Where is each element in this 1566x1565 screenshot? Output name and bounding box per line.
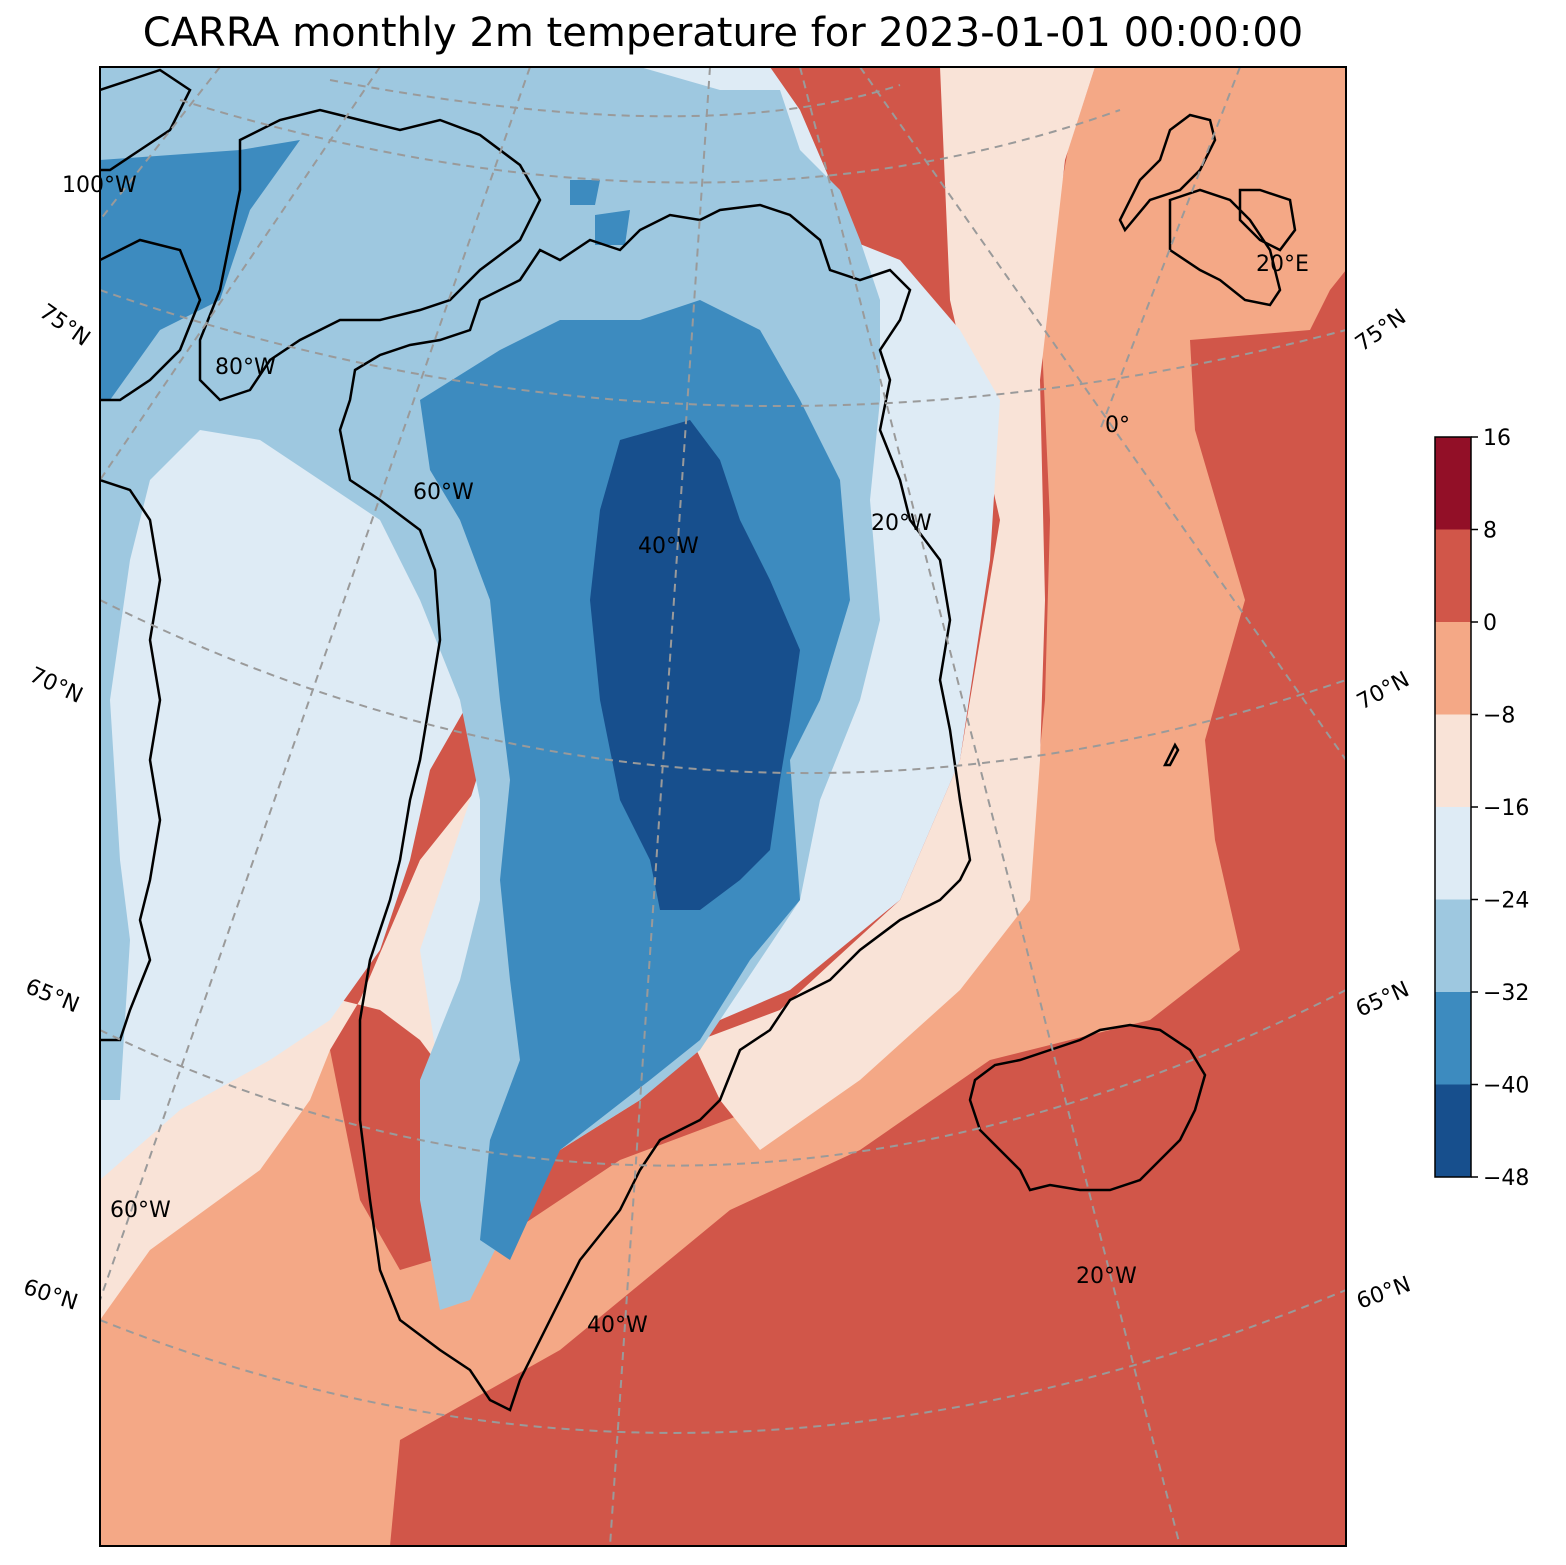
graticule-lon-0 [859,67,1346,761]
colorbar-swatch [1435,714,1471,807]
colorbar-tick-label: −8 [1483,704,1515,729]
colorbar-tick-label: −16 [1483,796,1529,821]
coastlines [100,68,1297,1412]
colorbar-tick-label: −48 [1483,1166,1529,1191]
jan-mayen-coastline [1162,742,1180,767]
lon-label-20e: 20°E [1256,252,1309,277]
colorbar-swatch [1435,992,1471,1085]
lat-label-right-60n: 60°N [1354,1272,1415,1314]
ellesmere-coastline [198,108,542,402]
colorbar-tick-label: −24 [1483,889,1529,914]
lat-label-left-65n: 65°N [22,974,83,1018]
colorbar-tick-label: −32 [1483,981,1529,1006]
colorbar-swatch [1435,529,1471,622]
graticule-lat-60 [100,1289,1346,1434]
graticule-lon-20e [1099,67,1241,431]
field-band-minus48-to-minus40 [590,420,800,910]
svalbard-coastline [1118,113,1297,307]
graticule-lon-40w [609,67,711,1546]
lon-label-100w: 100°W [62,173,137,198]
lon-label-20w-bottom: 20°W [1076,1264,1137,1289]
map-frame [99,66,1347,1547]
graticule-lat-85 [329,79,901,118]
devon-coastline [100,238,202,402]
colorbar-tick-label: −40 [1483,1074,1529,1099]
lat-label-left-75n: 75°N [35,299,95,351]
lon-label-40w: 40°W [638,534,699,559]
lon-label-80w: 80°W [215,355,276,380]
graticule-lon-60w [100,67,531,1301]
field-band-minus8-to-0 [100,67,1346,1546]
graticule-lon-100w [100,67,221,221]
graticule-lon-20w [799,67,1181,1546]
colorbar-swatch [1435,437,1471,530]
lon-label-60w: 60°W [413,480,474,505]
greenland-coastline [338,203,972,1412]
lat-label-left-60n: 60°N [20,1275,80,1316]
lat-label-right-65n: 65°N [1352,977,1413,1022]
temperature-field [100,67,1346,1546]
nw-islands-coastline [100,68,192,172]
colorbar-swatch [1435,1084,1471,1177]
graticule [100,67,1346,1546]
colorbar-tick-label: 8 [1483,519,1497,544]
colorbar: 16 8 0 −8 −16 −24 −32 −40 −48 [1434,426,1529,1191]
map-title: CARRA monthly 2m temperature for 2023-01… [142,10,1304,56]
colorbar-tick-label: 16 [1483,426,1511,451]
colorbar-swatch [1435,622,1471,715]
lon-label-20w: 20°W [871,511,932,536]
graticule-lat-70 [100,599,1346,775]
graticule-lat-75 [100,289,1346,408]
lat-label-left-70n: 70°N [25,663,86,709]
iceland-coastline [968,1023,1207,1192]
lon-label-40w-bottom: 40°W [587,1313,648,1338]
lat-label-right-70n: 70°N [1353,667,1414,715]
lon-label-0: 0° [1105,413,1130,438]
field-band-minus16-to-minus8 [100,67,1095,1320]
colorbar-tick-label: 0 [1483,611,1497,636]
colorbar-swatch [1435,899,1471,992]
baffin-coastline [100,478,162,1042]
field-band-minus40-to-minus32 [100,140,850,1260]
graticule-lat-65 [100,989,1346,1167]
colorbar-swatch [1435,807,1471,900]
lon-label-60w-bottom: 60°W [110,1198,171,1223]
lat-label-right-75n: 75°N [1351,305,1411,357]
